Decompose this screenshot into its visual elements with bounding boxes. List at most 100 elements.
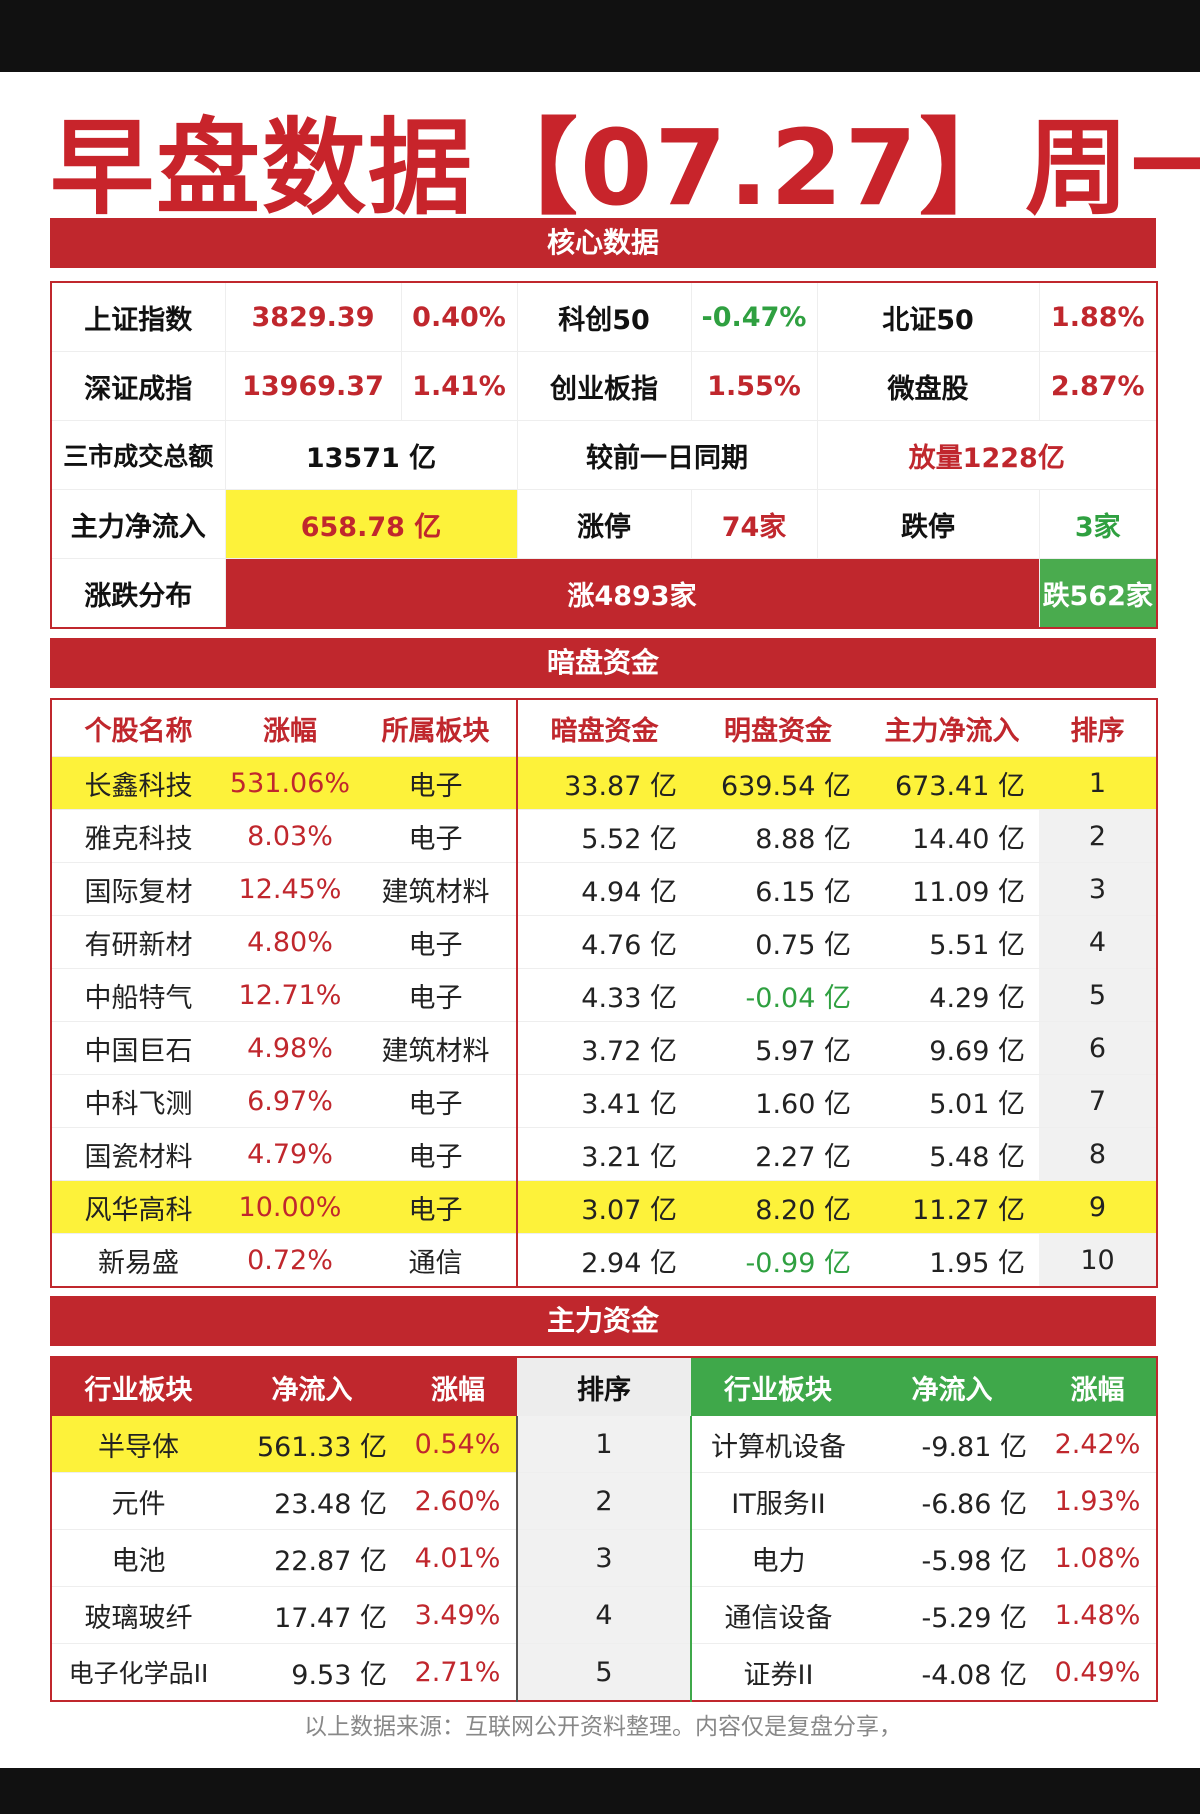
- column-header: 暗盘资金: [516, 699, 691, 757]
- stock-change: 8.03%: [225, 809, 355, 863]
- fall-count-bar: 跌562家: [1038, 558, 1158, 629]
- stock-change: 0.72%: [225, 1233, 355, 1288]
- net-inflow: 5.01 亿: [865, 1074, 1039, 1128]
- section-header-funds: 主力资金: [50, 1296, 1156, 1346]
- column-header: 明盘资金: [691, 699, 865, 757]
- sector-outflow: -9.81 亿: [865, 1416, 1039, 1473]
- stock-sector: 通信: [355, 1233, 517, 1288]
- column-header: 行业板块: [691, 1357, 865, 1416]
- net-inflow: 4.29 亿: [865, 968, 1039, 1022]
- column-header: 排序: [517, 1357, 691, 1416]
- core-label: 主力净流入: [50, 489, 226, 559]
- stock-name: 雅克科技: [51, 809, 225, 863]
- column-header: 所属板块: [355, 699, 517, 757]
- core-label: 微盘股: [816, 351, 1040, 421]
- sector-inflow: 17.47 亿: [225, 1586, 399, 1644]
- open-funds: 1.60 亿: [691, 1074, 865, 1128]
- sector-inflow: 23.48 亿: [225, 1472, 399, 1530]
- dark-funds: 2.94 亿: [516, 1233, 691, 1288]
- section-header-dark: 暗盘资金: [50, 638, 1156, 688]
- rank: 10: [1039, 1233, 1157, 1288]
- sector-change: 0.54%: [399, 1416, 517, 1473]
- table-row: 风华高科 10.00% 电子 3.07 亿 8.20 亿 11.27 亿 9: [51, 1180, 1157, 1234]
- stock-name: 国际复材: [51, 862, 225, 916]
- sector-change: 0.49%: [1039, 1643, 1157, 1702]
- column-header: 涨幅: [399, 1357, 517, 1416]
- sector-name: 电池: [51, 1529, 225, 1587]
- stock-sector: 电子: [355, 1127, 517, 1181]
- open-funds: 639.54 亿: [691, 756, 865, 810]
- net-inflow: 11.09 亿: [865, 862, 1039, 916]
- sector-outflow: -4.08 亿: [865, 1643, 1039, 1702]
- table-header-row: 个股名称 涨幅 所属板块 暗盘资金 明盘资金 主力净流入 排序: [51, 699, 1157, 757]
- column-header: 行业板块: [51, 1357, 225, 1416]
- net-inflow-value: 658.78 亿: [224, 489, 518, 559]
- table-row: 新易盛 0.72% 通信 2.94 亿 -0.99 亿 1.95 亿 10: [51, 1233, 1157, 1288]
- stock-name: 新易盛: [51, 1233, 225, 1288]
- column-header: 排序: [1039, 699, 1157, 757]
- dark-funds: 4.76 亿: [516, 915, 691, 969]
- rank: 5: [516, 1643, 692, 1702]
- core-label: 北证50: [816, 281, 1040, 352]
- stock-change: 4.79%: [225, 1127, 355, 1181]
- turnover-value: 13571 亿: [224, 420, 518, 490]
- dark-funds: 5.52 亿: [516, 809, 691, 863]
- sector-inflow: 561.33 亿: [225, 1416, 399, 1473]
- sector-name: 通信设备: [691, 1586, 865, 1644]
- net-inflow: 673.41 亿: [865, 756, 1039, 810]
- core-change: -0.47%: [690, 281, 818, 352]
- volume-change: 放量1228亿: [816, 420, 1158, 490]
- sector-name: 半导体: [51, 1416, 225, 1473]
- stock-name: 中科飞测: [51, 1074, 225, 1128]
- stock-name: 国瓷材料: [51, 1127, 225, 1181]
- sector-name: 玻璃玻纤: [51, 1586, 225, 1644]
- dark-funds: 3.72 亿: [516, 1021, 691, 1075]
- dark-pool-table: 个股名称 涨幅 所属板块 暗盘资金 明盘资金 主力净流入 排序 长鑫科技 531…: [50, 698, 1158, 1288]
- column-header: 个股名称: [51, 699, 225, 757]
- core-change: 1.88%: [1038, 281, 1158, 352]
- core-change: 0.40%: [400, 281, 518, 352]
- table-row: 电子化学品II 9.53 亿 2.71% 5 证券II -4.08 亿 0.49…: [51, 1643, 1157, 1702]
- rank: 9: [1039, 1180, 1157, 1234]
- table-row: 半导体 561.33 亿 0.54% 1 计算机设备 -9.81 亿 2.42%: [51, 1416, 1157, 1473]
- core-value: 3829.39: [224, 281, 402, 352]
- open-funds: 8.88 亿: [691, 809, 865, 863]
- table-row: 中船特气 12.71% 电子 4.33 亿 -0.04 亿 4.29 亿 5: [51, 968, 1157, 1022]
- sector-name: 证券II: [691, 1643, 865, 1702]
- rank: 6: [1039, 1021, 1157, 1075]
- table-row: 中国巨石 4.98% 建筑材料 3.72 亿 5.97 亿 9.69 亿 6: [51, 1021, 1157, 1075]
- open-funds: 5.97 亿: [691, 1021, 865, 1075]
- stock-change: 10.00%: [225, 1180, 355, 1234]
- open-funds: 2.27 亿: [691, 1127, 865, 1181]
- open-funds: 6.15 亿: [691, 862, 865, 916]
- stock-name: 有研新材: [51, 915, 225, 969]
- stock-change: 12.45%: [225, 862, 355, 916]
- column-header: 净流入: [225, 1357, 399, 1416]
- stock-sector: 电子: [355, 968, 517, 1022]
- sector-name: 计算机设备: [691, 1416, 865, 1473]
- column-header: 涨幅: [1039, 1357, 1157, 1416]
- sector-name: 元件: [51, 1472, 225, 1530]
- core-label: 涨跌分布: [50, 558, 226, 629]
- net-inflow: 5.48 亿: [865, 1127, 1039, 1181]
- sector-outflow: -5.29 亿: [865, 1586, 1039, 1644]
- sector-name: 电子化学品II: [51, 1643, 225, 1702]
- limit-down-count: 3家: [1038, 489, 1158, 559]
- stock-sector: 电子: [355, 915, 517, 969]
- sector-change: 1.93%: [1039, 1472, 1157, 1530]
- section-header-core: 核心数据: [50, 218, 1156, 268]
- sector-change: 2.42%: [1039, 1416, 1157, 1473]
- sector-inflow: 9.53 亿: [225, 1643, 399, 1702]
- column-header: 净流入: [865, 1357, 1039, 1416]
- dark-funds: 3.21 亿: [516, 1127, 691, 1181]
- stock-name: 风华高科: [51, 1180, 225, 1234]
- core-label: 跌停: [816, 489, 1040, 559]
- core-change: 1.41%: [400, 351, 518, 421]
- sector-change: 3.49%: [399, 1586, 517, 1644]
- top-black-bar: [0, 0, 1200, 72]
- stock-change: 4.98%: [225, 1021, 355, 1075]
- stock-change: 6.97%: [225, 1074, 355, 1128]
- rank: 4: [1039, 915, 1157, 969]
- table-row: 电池 22.87 亿 4.01% 3 电力 -5.98 亿 1.08%: [51, 1529, 1157, 1587]
- core-label: 三市成交总额: [50, 420, 226, 490]
